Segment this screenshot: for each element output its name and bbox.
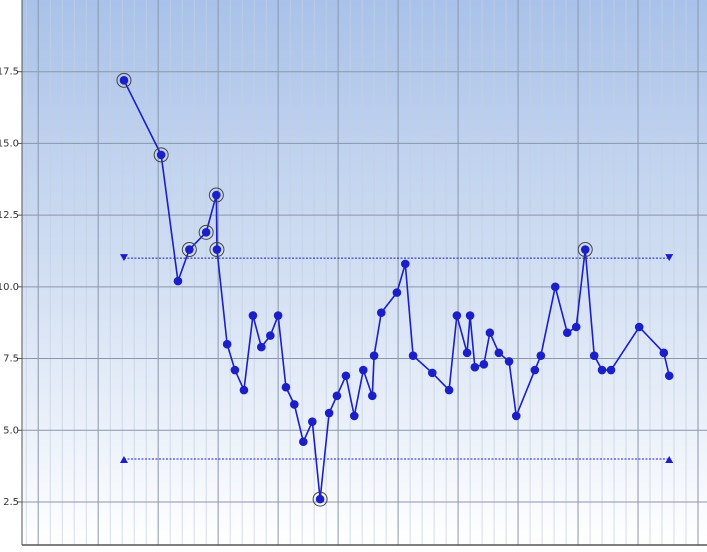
data-point: [376, 308, 386, 317]
data-point: [664, 371, 674, 381]
data-point: [606, 365, 616, 375]
data-point: [324, 408, 334, 418]
data-point: [634, 322, 644, 332]
data-point: [239, 385, 249, 395]
data-point: [479, 359, 489, 369]
y-tick-label: 15.0: [0, 138, 19, 149]
data-point: [589, 351, 599, 360]
data-point: [367, 391, 377, 401]
data-point: [308, 417, 317, 426]
data-point: [485, 328, 495, 338]
highlight-ring: [312, 491, 328, 507]
limit-marker: [665, 254, 674, 262]
data-point: [290, 400, 299, 409]
data-point: [465, 311, 475, 320]
data-point: [281, 382, 291, 392]
data-point: [580, 245, 590, 254]
data-point: [470, 362, 480, 372]
data-point: [408, 351, 418, 360]
y-tick-label: 17.5: [0, 67, 19, 78]
data-point: [266, 331, 275, 340]
data-point: [315, 494, 325, 504]
y-tick-label: 5.0: [3, 425, 19, 436]
data-point: [230, 365, 240, 375]
data-point: [427, 368, 437, 378]
highlight-ring: [153, 147, 169, 163]
data-point: [504, 357, 514, 366]
limit-marker: [119, 455, 128, 463]
y-tick-label: 2.5: [3, 497, 19, 508]
data-point: [212, 245, 222, 254]
data-point: [173, 276, 183, 286]
highlight-ring: [209, 242, 225, 258]
highlight-ring: [198, 224, 214, 240]
data-point: [562, 328, 572, 338]
limit-marker: [665, 455, 674, 463]
data-point: [273, 311, 283, 320]
data-point: [452, 311, 462, 320]
data-point: [494, 348, 504, 358]
data-point: [659, 348, 669, 358]
data-point: [185, 245, 194, 254]
data-point: [571, 322, 581, 332]
data-point: [400, 259, 410, 269]
data-point: [530, 365, 540, 375]
y-tick-label: 7.5: [3, 354, 19, 365]
highlight-ring: [577, 242, 593, 258]
highlight-ring: [208, 187, 224, 203]
data-point: [392, 288, 402, 297]
y-tick-label: 12.5: [0, 210, 19, 221]
data-point: [341, 371, 351, 381]
data-point: [444, 385, 454, 395]
data-point: [536, 351, 546, 360]
y-tick-label: 10.0: [0, 282, 19, 293]
data-point: [369, 351, 379, 360]
data-point: [597, 365, 607, 375]
data-point: [201, 228, 211, 237]
data-point: [222, 339, 232, 349]
data-point: [299, 437, 308, 447]
data-point: [248, 311, 258, 320]
data-point: [212, 190, 221, 200]
data-point: [156, 150, 166, 160]
data-point: [119, 76, 129, 85]
highlight-ring: [116, 72, 132, 88]
data-point: [359, 365, 368, 375]
data-point: [550, 282, 560, 292]
data-point: [462, 348, 472, 358]
data-point: [511, 411, 521, 421]
plot-area: [22, 0, 707, 545]
highlight-ring: [181, 242, 197, 258]
limit-marker: [119, 254, 128, 262]
data-point: [257, 342, 266, 352]
data-point: [350, 411, 359, 421]
data-point: [332, 391, 342, 401]
